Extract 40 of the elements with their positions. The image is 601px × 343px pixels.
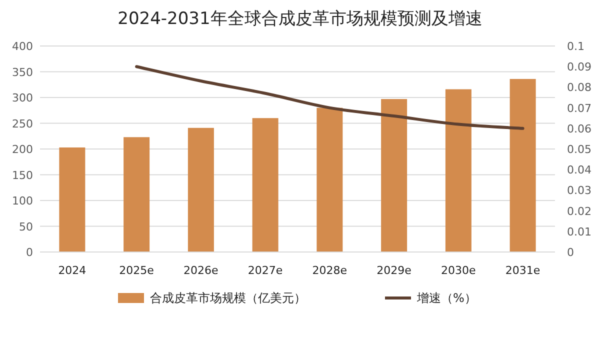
y-tick-label: 250	[12, 117, 33, 130]
x-tick-label: 2030e	[441, 264, 476, 277]
chart-title: 2024-2031年全球合成皮革市场规模预测及增速	[118, 9, 482, 29]
y-tick-label: 350	[12, 66, 33, 79]
y2-tick-label: 0.02	[567, 204, 592, 218]
y-tick-label: 300	[12, 92, 33, 104]
y-tick-label: 150	[12, 168, 33, 182]
line-series	[135, 65, 524, 130]
y2-tick-label: 0.08	[567, 81, 592, 94]
y2-tick-label: 0.1	[567, 40, 584, 53]
x-tick-label: 2025e	[119, 264, 154, 277]
bar	[445, 89, 472, 252]
y-tick-label: 100	[12, 194, 33, 208]
y2-tick-label: 0.07	[567, 102, 592, 115]
legend-label: 增速（%）	[416, 291, 476, 305]
x-tick-label: 2026e	[184, 264, 219, 277]
y-tick-label: 0	[26, 246, 33, 259]
y2-tick-label: 0.06	[567, 122, 592, 136]
bar	[188, 128, 214, 252]
bar	[316, 108, 343, 252]
y2-tick-label: 0.03	[567, 184, 592, 198]
y2-tick-label: 0.05	[567, 143, 592, 156]
y-tick-label: 50	[19, 220, 33, 234]
y2-tick-label: 0.04	[567, 164, 592, 177]
x-tick-label: 2031e	[505, 264, 540, 277]
bar	[252, 118, 278, 252]
bar	[510, 78, 536, 252]
bar	[124, 137, 150, 252]
legend-label: 合成皮革市场规模（亿美元）	[150, 291, 306, 305]
y2-tick-label: 0.09	[567, 60, 592, 74]
y2-tick-label: 0.01	[567, 225, 592, 238]
bar	[59, 147, 86, 252]
x-tick-label: 2027e	[248, 264, 283, 277]
y-tick-label: 200	[12, 143, 33, 156]
x-tick-label: 2029e	[376, 264, 412, 277]
y-tick-label: 400	[12, 40, 33, 53]
x-tick-label: 2028e	[312, 264, 348, 277]
x-tick-label: 2024	[58, 264, 86, 277]
y2-tick-label: 0	[567, 246, 574, 259]
bar	[381, 99, 408, 252]
